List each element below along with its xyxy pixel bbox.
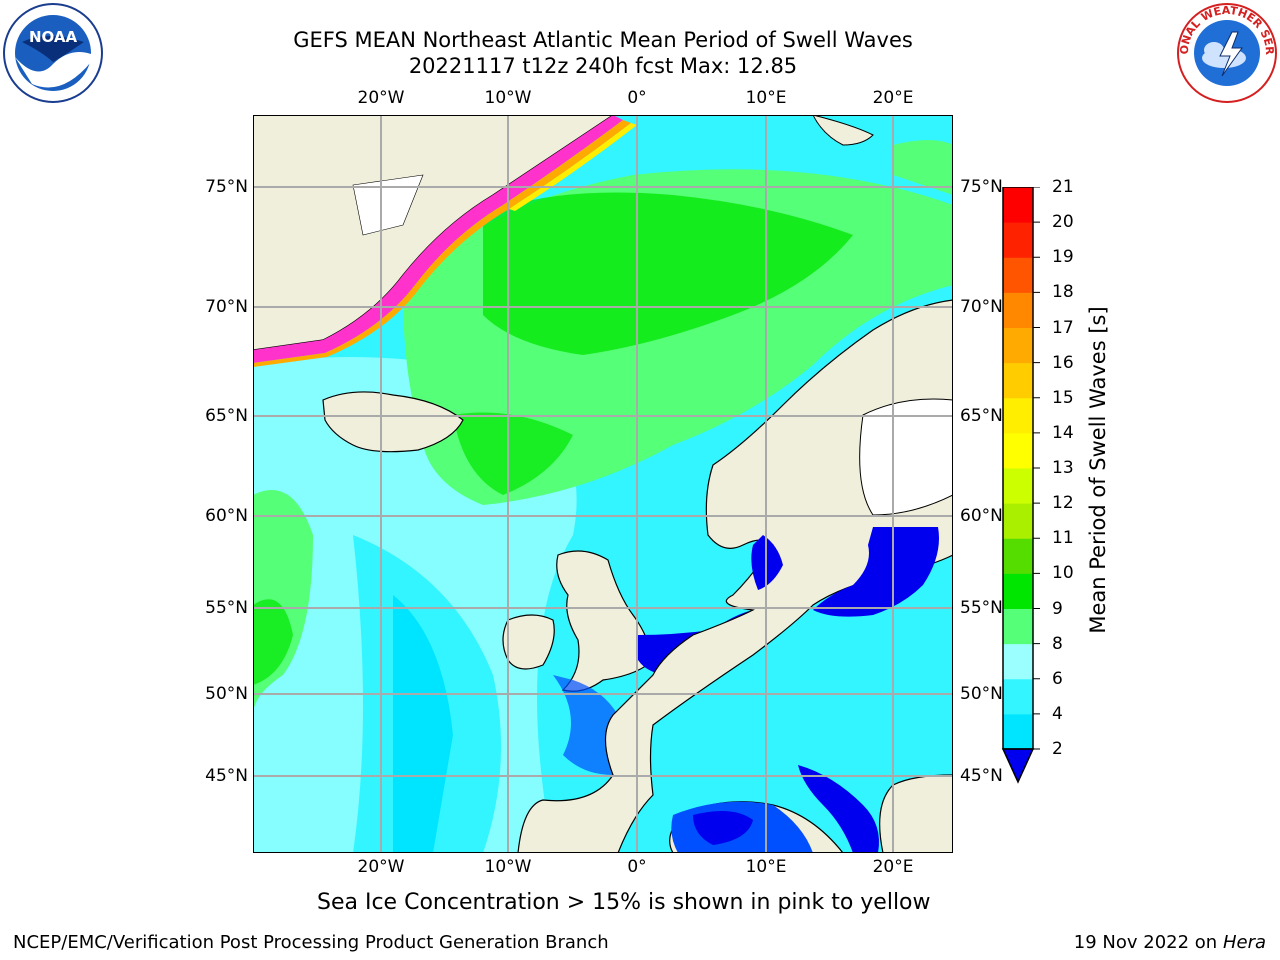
colorbar-tick-label: 17 <box>1052 317 1074 338</box>
colorbar-segment <box>1003 468 1033 504</box>
colorbar-segment <box>1003 713 1033 750</box>
left-lat-label: 70°N <box>205 297 248 317</box>
top-lon-label: 0° <box>627 88 647 108</box>
noaa-logo: NOAA <box>3 3 103 103</box>
right-lat-label: 75°N <box>960 177 1003 197</box>
colorbar-tick-label: 12 <box>1052 493 1074 514</box>
map-title: GEFS MEAN Northeast Atlantic Mean Period… <box>293 28 913 52</box>
colorbar-tick-label: 13 <box>1052 458 1074 478</box>
right-lat-label: 45°N <box>960 766 1003 786</box>
colorbar-segment <box>1003 678 1033 715</box>
colorbar-segment <box>1003 257 1033 293</box>
nws-logo: NATIONAL WEATHER SERVICE <box>1176 2 1277 103</box>
colorbar-tick-label: 19 <box>1052 247 1074 268</box>
swell-period-map <box>253 115 953 853</box>
colorbar-tick-label: 4 <box>1052 703 1063 724</box>
colorbar-tick-label: 11 <box>1052 528 1074 549</box>
left-lat-label: 60°N <box>205 506 248 526</box>
colorbar-segment <box>1003 643 1033 680</box>
top-lon-label: 10°W <box>484 88 532 108</box>
colorbar-segment <box>1003 362 1033 399</box>
left-lat-label: 45°N <box>205 766 248 786</box>
footer-org: NCEP/EMC/Verification Post Processing Pr… <box>13 932 609 953</box>
colorbar-tick-label: 18 <box>1052 282 1074 303</box>
colorbar-segment <box>1003 397 1033 434</box>
bottom-lon-label: 10°E <box>745 857 787 877</box>
colorbar-tick-label: 14 <box>1052 422 1074 443</box>
footer-host: Hera <box>1222 932 1266 953</box>
left-lat-label: 55°N <box>205 598 248 618</box>
left-lat-label: 75°N <box>205 177 248 197</box>
noaa-logo-text: NOAA <box>29 28 78 46</box>
right-lat-label: 55°N <box>960 598 1003 618</box>
colorbar-tick-label: 10 <box>1052 563 1074 584</box>
right-lat-label: 65°N <box>960 406 1003 426</box>
colorbar-tick-label: 21 <box>1052 177 1074 197</box>
colorbar-tick-label: 20 <box>1052 212 1074 233</box>
bottom-lon-label: 0° <box>627 857 647 877</box>
top-lon-label: 10°E <box>745 88 787 108</box>
map-subtitle: 20221117 t12z 240h fcst Max: 12.85 <box>408 54 798 78</box>
bottom-lon-label: 20°E <box>872 857 914 877</box>
footer-date: 19 Nov 2022 on Hera <box>1074 932 1266 953</box>
colorbar-tick-label: 8 <box>1052 633 1063 654</box>
colorbar-segment <box>1003 222 1033 258</box>
left-lat-label: 50°N <box>205 684 248 704</box>
right-lat-label: 50°N <box>960 684 1003 704</box>
footer-date-text: 19 Nov 2022 on <box>1073 932 1218 953</box>
top-lon-label: 20°E <box>872 88 914 108</box>
colorbar-tick-label: 9 <box>1052 598 1063 619</box>
colorbar-segment <box>1003 187 1033 223</box>
colorbar-tick-label: 16 <box>1052 352 1074 373</box>
colorbar-tick-label: 15 <box>1052 387 1074 408</box>
colorbar-segment <box>1003 538 1033 574</box>
colorbar-title: Mean Period of Swell Waves [s] <box>1086 306 1110 634</box>
top-lon-label: 20°W <box>357 88 405 108</box>
sea-ice-note: Sea Ice Concentration > 15% is shown in … <box>317 890 931 915</box>
right-lat-label: 60°N <box>960 506 1003 526</box>
colorbar-segment <box>1003 608 1033 645</box>
colorbar-segment <box>1003 327 1033 364</box>
bottom-lon-label: 20°W <box>357 857 405 877</box>
colorbar-segment <box>1003 573 1033 609</box>
colorbar <box>1001 187 1040 784</box>
bottom-lon-label: 10°W <box>484 857 532 877</box>
colorbar-tick-label: 2 <box>1052 739 1063 759</box>
colorbar-tick-label: 6 <box>1052 668 1063 689</box>
left-lat-label: 65°N <box>205 406 248 426</box>
colorbar-segment <box>1003 503 1033 539</box>
colorbar-extend-arrow <box>1001 748 1035 784</box>
colorbar-segment <box>1003 432 1033 469</box>
colorbar-segment <box>1003 292 1033 328</box>
right-lat-label: 70°N <box>960 297 1003 317</box>
